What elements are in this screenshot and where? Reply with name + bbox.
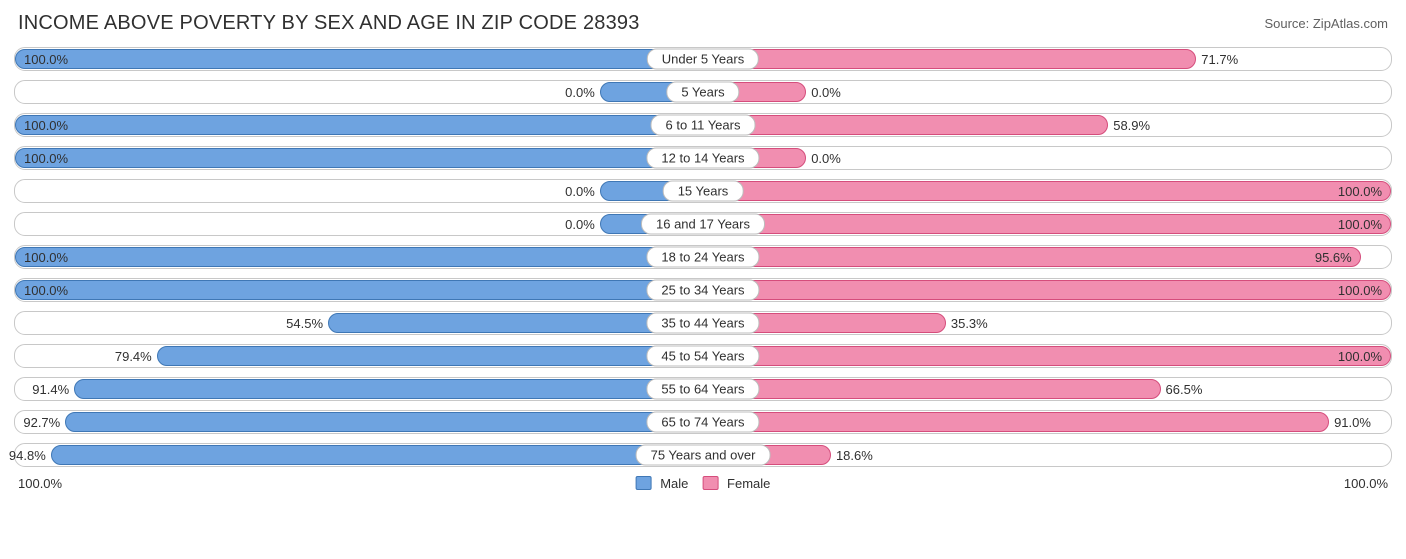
axis-right-label: 100.0%: [1344, 476, 1388, 491]
chart-row: 0.0% 100.0% 15 Years: [14, 179, 1392, 203]
male-bar: 100.0%: [15, 49, 703, 69]
male-value: 100.0%: [24, 281, 68, 299]
female-value: 100.0%: [1338, 215, 1382, 233]
male-bar: 100.0%: [15, 115, 703, 135]
male-value: 0.0%: [565, 83, 601, 101]
chart-row: 92.7%91.0%65 to 74 Years: [14, 410, 1392, 434]
chart-row: 0.0% 0.0% 5 Years: [14, 80, 1392, 104]
age-label: Under 5 Years: [647, 49, 759, 70]
chart-row: 0.0% 100.0% 16 and 17 Years: [14, 212, 1392, 236]
male-value: 79.4%: [115, 347, 158, 365]
female-value: 18.6%: [830, 446, 873, 464]
male-bar: 100.0%: [15, 280, 703, 300]
age-label: 5 Years: [666, 82, 739, 103]
age-label: 18 to 24 Years: [646, 247, 759, 268]
male-value: 0.0%: [565, 182, 601, 200]
chart-row: 100.0%58.9%6 to 11 Years: [14, 113, 1392, 137]
female-value: 58.9%: [1107, 116, 1150, 134]
female-value: 71.7%: [1195, 50, 1238, 68]
female-bar: 95.6%: [703, 247, 1361, 267]
legend-female-label: Female: [727, 476, 770, 491]
butterfly-chart: 100.0%71.7%Under 5 Years0.0%0.0%5 Years1…: [0, 41, 1406, 467]
age-label: 75 Years and over: [636, 445, 771, 466]
male-value: 100.0%: [24, 149, 68, 167]
female-value: 100.0%: [1338, 281, 1382, 299]
female-value: 100.0%: [1338, 182, 1382, 200]
female-value: 95.6%: [1315, 248, 1352, 266]
male-bar: 100.0%: [15, 247, 703, 267]
female-value: 100.0%: [1338, 347, 1382, 365]
male-value: 100.0%: [24, 116, 68, 134]
male-value: 94.8%: [9, 446, 52, 464]
male-bar: 94.8%: [51, 445, 703, 465]
chart-row: 94.8% 18.6% 75 Years and over: [14, 443, 1392, 467]
axis-left-label: 100.0%: [18, 476, 62, 491]
male-bar: 92.7%: [65, 412, 703, 432]
age-label: 65 to 74 Years: [646, 412, 759, 433]
age-label: 12 to 14 Years: [646, 148, 759, 169]
legend-male: Male: [636, 476, 689, 491]
male-value: 54.5%: [286, 314, 329, 332]
x-axis: 100.0% Male Female 100.0%: [14, 476, 1392, 496]
age-label: 35 to 44 Years: [646, 313, 759, 334]
male-bar: 79.4%: [157, 346, 703, 366]
male-swatch: [636, 476, 652, 490]
legend-male-label: Male: [660, 476, 688, 491]
female-value: 35.3%: [945, 314, 988, 332]
female-value: 91.0%: [1328, 413, 1371, 431]
female-bar: 66.5%: [703, 379, 1161, 399]
female-value: 66.5%: [1160, 380, 1203, 398]
female-bar: 100.0%: [703, 280, 1391, 300]
chart-row: 100.0% 0.0% 12 to 14 Years: [14, 146, 1392, 170]
female-bar: 91.0%: [703, 412, 1329, 432]
female-bar: 100.0%: [703, 181, 1391, 201]
chart-header: INCOME ABOVE POVERTY BY SEX AND AGE IN Z…: [0, 0, 1406, 41]
chart-row: 100.0% 100.0% 25 to 34 Years: [14, 278, 1392, 302]
male-value: 100.0%: [24, 50, 68, 68]
male-value: 91.4%: [32, 380, 75, 398]
age-label: 16 and 17 Years: [641, 214, 765, 235]
age-label: 6 to 11 Years: [651, 115, 756, 136]
chart-row: 100.0% 95.6% 18 to 24 Years: [14, 245, 1392, 269]
chart-row: 100.0%71.7%Under 5 Years: [14, 47, 1392, 71]
male-bar: 100.0%: [15, 148, 703, 168]
chart-source: Source: ZipAtlas.com: [1264, 16, 1388, 31]
female-bar: 71.7%: [703, 49, 1196, 69]
chart-title: INCOME ABOVE POVERTY BY SEX AND AGE IN Z…: [18, 12, 640, 35]
age-label: 15 Years: [663, 181, 744, 202]
legend-female: Female: [702, 476, 770, 491]
male-bar: 91.4%: [74, 379, 703, 399]
chart-row: 79.4% 100.0% 45 to 54 Years: [14, 344, 1392, 368]
male-value: 100.0%: [24, 248, 68, 266]
female-bar: 100.0%: [703, 346, 1391, 366]
male-value: 0.0%: [565, 215, 601, 233]
chart-row: 54.5% 35.3% 35 to 44 Years: [14, 311, 1392, 335]
chart-row: 91.4%66.5%55 to 64 Years: [14, 377, 1392, 401]
female-value: 0.0%: [805, 149, 841, 167]
female-bar: 100.0%: [703, 214, 1391, 234]
male-value: 92.7%: [23, 413, 66, 431]
age-label: 55 to 64 Years: [646, 379, 759, 400]
female-bar: 58.9%: [703, 115, 1108, 135]
legend: Male Female: [636, 476, 771, 491]
age-label: 45 to 54 Years: [646, 346, 759, 367]
female-swatch: [702, 476, 718, 490]
female-value: 0.0%: [805, 83, 841, 101]
age-label: 25 to 34 Years: [646, 280, 759, 301]
